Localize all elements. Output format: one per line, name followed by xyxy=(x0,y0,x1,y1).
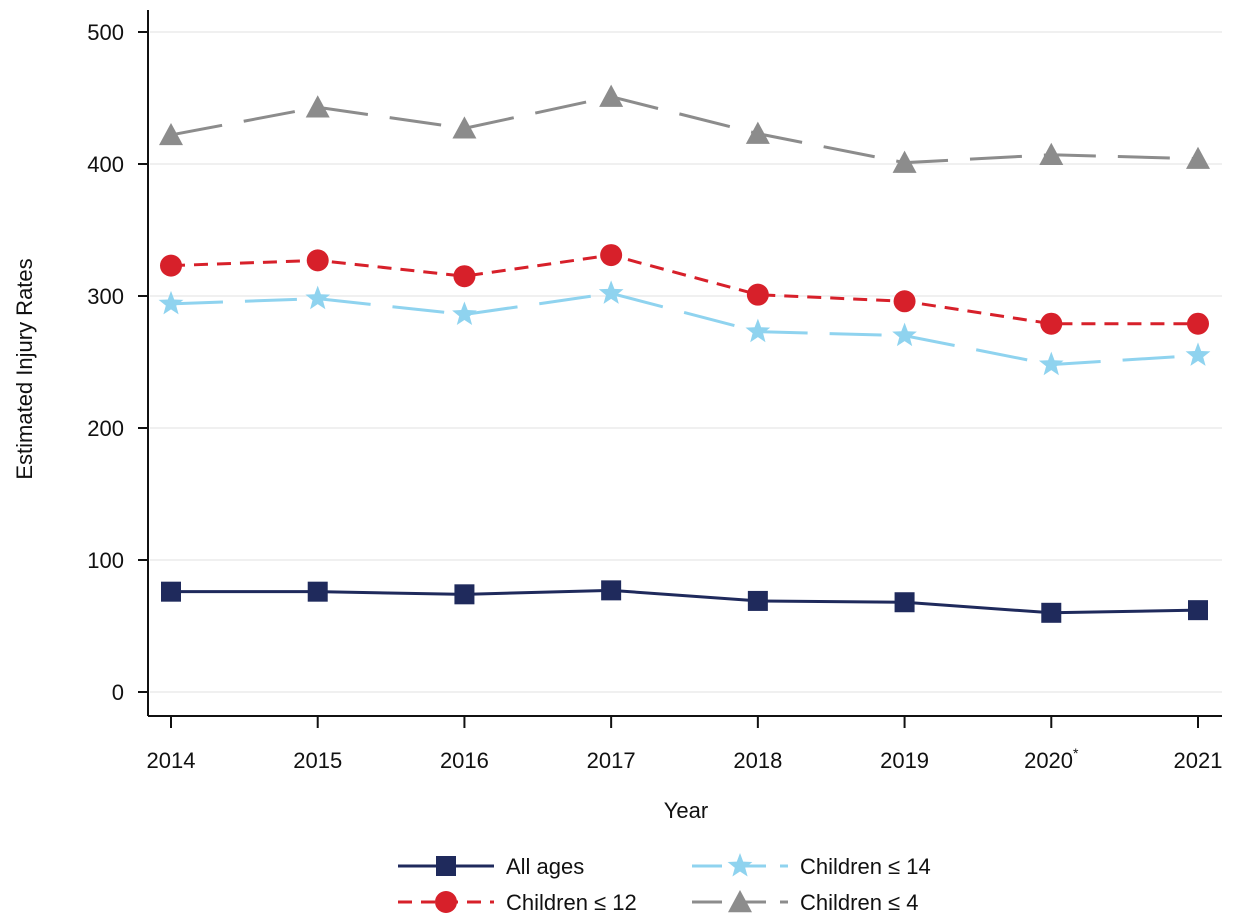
y-axis-title: Estimated Injury Rates xyxy=(12,258,37,479)
series-children-12 xyxy=(160,244,1209,335)
x-axis-title: Year xyxy=(664,798,708,823)
x-tick-label: 2021 xyxy=(1174,748,1223,773)
x-tick-label: 2018 xyxy=(733,748,782,773)
y-tick-label: 0 xyxy=(112,680,124,705)
data-point xyxy=(745,121,770,144)
series-children-4 xyxy=(159,84,1210,173)
data-point xyxy=(601,580,622,601)
data-point xyxy=(453,265,476,288)
legend-marker xyxy=(435,891,457,913)
data-point xyxy=(159,122,183,146)
series-line xyxy=(170,95,1199,165)
legend: All ages Children ≤ 12 Children ≤ 14 Childr… xyxy=(398,853,931,915)
data-point xyxy=(1188,600,1208,621)
data-point xyxy=(305,95,330,118)
axes xyxy=(147,10,1222,717)
data-point xyxy=(747,590,768,611)
x-tick-label: 2017 xyxy=(587,748,636,773)
data-point xyxy=(160,254,182,277)
series-line xyxy=(171,588,1199,615)
y-ticks: 0 100 200 300 400 500 xyxy=(87,20,148,705)
legend-label: All ages xyxy=(506,854,584,879)
data-point xyxy=(452,116,477,139)
data-point xyxy=(1187,312,1209,335)
y-tick-label: 300 xyxy=(87,284,124,309)
data-point xyxy=(1041,602,1062,623)
legend-marker xyxy=(727,853,753,877)
data-point xyxy=(452,301,477,325)
y-tick-label: 400 xyxy=(87,152,124,177)
x-tick-label: 2020* xyxy=(1024,745,1079,773)
data-point xyxy=(158,290,184,315)
data-point xyxy=(599,84,624,107)
data-point xyxy=(600,244,623,267)
legend-item: Children ≤ 12 xyxy=(398,890,637,915)
data-point xyxy=(1040,312,1063,335)
legend-item: Children ≤ 14 xyxy=(692,853,931,879)
data-point xyxy=(598,280,624,304)
data-point xyxy=(307,581,328,602)
data-point xyxy=(893,290,916,313)
data-point xyxy=(1185,342,1211,366)
y-tick-label: 200 xyxy=(87,416,124,441)
gridlines xyxy=(150,31,1222,693)
series-group xyxy=(158,84,1211,623)
legend-marker xyxy=(728,890,752,913)
x-ticks: 2014 2015 2016 2017 2018 2019 2020* 2021 xyxy=(147,716,1223,773)
data-point xyxy=(1039,142,1064,165)
series-line xyxy=(170,253,1198,326)
x-tick-label: 2014 xyxy=(147,748,196,773)
data-point xyxy=(892,150,917,173)
legend-label: Children ≤ 4 xyxy=(800,890,918,915)
data-point xyxy=(1186,146,1210,169)
series-children-14 xyxy=(158,280,1211,376)
data-point xyxy=(892,322,917,347)
data-point xyxy=(746,283,769,306)
data-point xyxy=(306,249,329,272)
legend-label: Children ≤ 14 xyxy=(800,854,931,879)
data-point xyxy=(305,285,331,310)
data-point xyxy=(894,592,915,613)
data-point xyxy=(161,581,181,602)
x-tick-label: 2019 xyxy=(880,748,929,773)
data-point xyxy=(745,318,771,343)
x-tick-label: 2015 xyxy=(293,748,342,773)
y-tick-label: 500 xyxy=(87,20,124,45)
legend-item: All ages xyxy=(398,854,584,879)
series-line xyxy=(170,291,1199,367)
y-tick-label: 100 xyxy=(87,548,124,573)
data-point xyxy=(1038,351,1064,376)
x-tick-annotation: * xyxy=(1073,745,1079,761)
series-all-ages xyxy=(161,580,1208,623)
x-tick-label: 2016 xyxy=(440,748,489,773)
data-point xyxy=(454,584,475,605)
legend-item: Children ≤ 4 xyxy=(692,890,918,915)
legend-label: Children ≤ 12 xyxy=(506,890,637,915)
legend-marker xyxy=(436,856,456,876)
